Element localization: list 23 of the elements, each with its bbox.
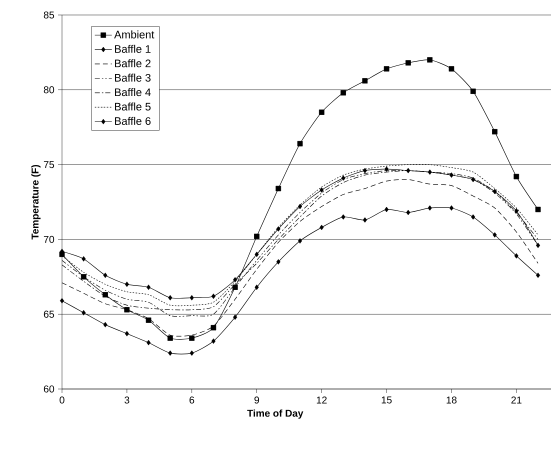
x-tick-label: 21	[511, 396, 522, 404]
y-tick-label: 75	[44, 161, 54, 168]
x-axis-title: Time of Day	[247, 409, 304, 419]
x-tick-label: 6	[190, 396, 194, 404]
x-tick-label: 0	[60, 396, 64, 404]
legend-label: Baffle 3	[115, 74, 151, 82]
x-tick-label: 12	[316, 396, 327, 404]
x-tick-label: 9	[254, 396, 260, 404]
legend-label: Baffle 2	[115, 59, 151, 68]
legend-label: Baffle 1	[115, 44, 151, 53]
y-tick-label: 85	[44, 11, 54, 19]
legend-label: Baffle 4	[115, 88, 151, 96]
y-tick-label: 60	[44, 385, 54, 393]
x-tick-label: 18	[446, 396, 457, 404]
legend-label: Baffle 5	[115, 102, 151, 111]
legend-label: Ambient	[114, 30, 154, 38]
y-tick-label: 65	[44, 310, 54, 318]
y-tick-label: 80	[44, 86, 54, 94]
x-tick-label: 15	[382, 396, 392, 404]
legend-label: Baffle 6	[115, 116, 151, 125]
y-axis-title: Temperature (F)	[31, 164, 41, 240]
y-tick-label: 70	[44, 236, 54, 243]
x-tick-label: 3	[124, 396, 130, 404]
